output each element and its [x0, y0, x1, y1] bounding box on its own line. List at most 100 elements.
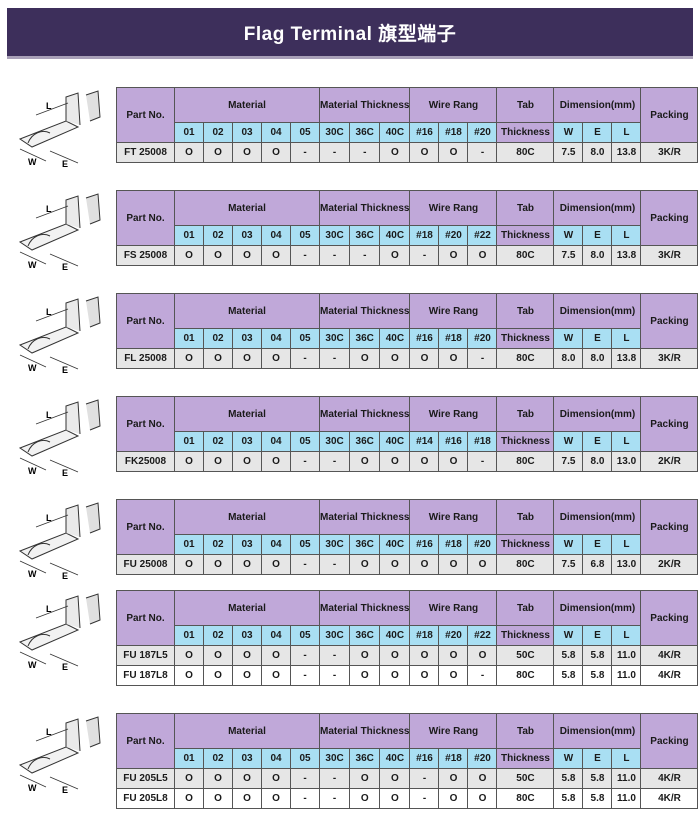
- dim-label-l: L: [46, 307, 52, 317]
- terminal-diagram: W E L: [18, 296, 101, 375]
- material-thickness-header: Material Thickness: [318, 713, 411, 749]
- terminal-barrel: [27, 233, 51, 247]
- material-code: 03: [232, 748, 262, 769]
- thickness-code: 40C: [379, 534, 411, 555]
- spec-value: O: [438, 451, 469, 472]
- spec-value: 7.5: [553, 245, 584, 266]
- material-header: Material: [174, 590, 320, 626]
- spec-value: 13.8: [611, 348, 642, 369]
- material-code: 04: [261, 225, 291, 246]
- spec-value: 13.0: [611, 451, 642, 472]
- thickness-code: 30C: [318, 534, 351, 555]
- terminal-diagram: W E L: [18, 502, 101, 581]
- spec-value: O: [232, 768, 262, 789]
- spec-value: -: [318, 788, 351, 809]
- dim-line-l: [35, 411, 69, 425]
- material-thickness-header: Material Thickness: [318, 396, 411, 432]
- dim-line-e: [49, 776, 79, 790]
- thickness-code: 40C: [379, 328, 411, 349]
- material-code: 02: [203, 122, 233, 143]
- spec-value: 7.5: [553, 142, 584, 163]
- tab-header: Tab: [496, 499, 555, 535]
- dimension-code: W: [553, 625, 584, 646]
- wire-gauge: #16: [409, 122, 440, 143]
- spec-value: O: [349, 645, 381, 666]
- dim-label-w: W: [28, 363, 37, 373]
- spec-value: -: [290, 788, 320, 809]
- spec-table: Part No. Material Material Thickness Wire R…: [116, 87, 699, 163]
- spec-value: 13.0: [611, 554, 642, 575]
- spec-value: O: [349, 665, 381, 686]
- dim-line-e: [49, 653, 79, 667]
- terminal-flag-right: [85, 502, 101, 534]
- material-code: 01: [174, 748, 204, 769]
- spec-value: 11.0: [611, 665, 642, 686]
- spec-value: O: [203, 645, 233, 666]
- terminal-flag: [65, 298, 81, 332]
- terminal-flag-right: [85, 399, 101, 431]
- tab-thickness-header: Thickness: [496, 225, 555, 246]
- wire-rang-header: Wire Rang: [409, 87, 498, 123]
- material-thickness-header: Material Thickness: [318, 590, 411, 626]
- terminal-barrel: [27, 633, 51, 647]
- spec-value: O: [232, 554, 262, 575]
- spec-value: -: [318, 142, 351, 163]
- wire-rang-header: Wire Rang: [409, 190, 498, 226]
- packing-header: Packing: [640, 499, 699, 555]
- spec-value: O: [379, 768, 411, 789]
- spec-value: O: [232, 451, 262, 472]
- table-row: FU 187L5 O O O O - - O O O O O 50C 5.8 5.8 11.0 4K/R: [116, 645, 699, 666]
- spec-value: 2K/R: [640, 451, 699, 472]
- dim-line-w: [19, 354, 47, 368]
- dimension-header: Dimension(mm): [553, 190, 642, 226]
- dim-label-w: W: [28, 260, 37, 270]
- spec-value: O: [232, 788, 262, 809]
- material-thickness-header: Material Thickness: [318, 190, 411, 226]
- spec-value: O: [438, 665, 469, 686]
- dim-line-w: [19, 651, 47, 665]
- spec-value: -: [290, 142, 320, 163]
- spec-value: O: [261, 451, 291, 472]
- dimension-header: Dimension(mm): [553, 499, 642, 535]
- terminal-flag: [65, 401, 81, 435]
- spec-value: -: [290, 768, 320, 789]
- terminal-flag-right: [85, 716, 101, 748]
- spec-value: -: [467, 665, 498, 686]
- dimension-code: L: [611, 625, 642, 646]
- material-code: 02: [203, 748, 233, 769]
- spec-value: O: [409, 554, 440, 575]
- dim-label-e: E: [62, 571, 68, 581]
- material-code: 03: [232, 225, 262, 246]
- wire-rang-header: Wire Rang: [409, 293, 498, 329]
- dim-line-w: [19, 148, 47, 162]
- thickness-code: 36C: [349, 534, 381, 555]
- dimension-code: W: [553, 122, 584, 143]
- dimension-header: Dimension(mm): [553, 713, 642, 749]
- terminal-barrel: [27, 336, 51, 350]
- thickness-code: 30C: [318, 225, 351, 246]
- material-code: 01: [174, 225, 204, 246]
- table-row: FU 187L8 O O O O - - O O O O -80C 5.8 5.8 11.0 4K/R: [116, 665, 699, 686]
- thickness-code: 36C: [349, 431, 381, 452]
- spec-value: 3K/R: [640, 142, 699, 163]
- dim-label-w: W: [28, 660, 37, 670]
- material-thickness-header: Material Thickness: [318, 499, 411, 535]
- spec-value: O: [349, 768, 381, 789]
- part-no-header: Part No.: [116, 87, 175, 143]
- spec-value: O: [467, 554, 498, 575]
- part-no-header: Part No.: [116, 713, 175, 769]
- wire-gauge: #16: [409, 534, 440, 555]
- spec-value: O: [409, 142, 440, 163]
- terminal-body: [18, 120, 80, 148]
- spec-value: O: [174, 245, 204, 266]
- terminal-body: [18, 532, 80, 560]
- spec-value: O: [379, 451, 411, 472]
- spec-value: O: [174, 348, 204, 369]
- spec-value: O: [232, 645, 262, 666]
- spec-value: 80C: [496, 665, 555, 686]
- wire-gauge: #22: [467, 625, 498, 646]
- dimension-header: Dimension(mm): [553, 293, 642, 329]
- spec-value: O: [467, 645, 498, 666]
- terminal-barrel: [27, 130, 51, 144]
- dimension-code: E: [582, 328, 613, 349]
